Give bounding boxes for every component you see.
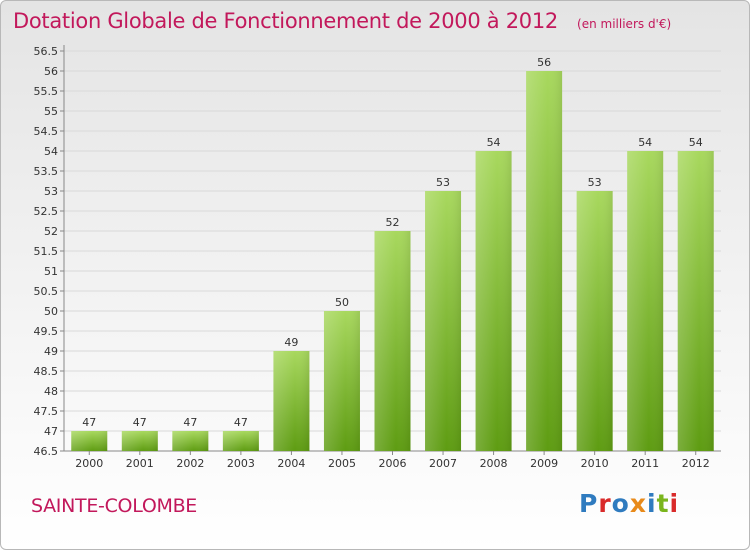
data-label: 47 bbox=[133, 416, 147, 429]
data-label: 54 bbox=[638, 136, 652, 149]
y-tick-label: 49 bbox=[44, 345, 58, 358]
bar-shading bbox=[172, 431, 209, 451]
y-tick-label: 48 bbox=[44, 385, 58, 398]
x-tick-label: 2011 bbox=[631, 457, 659, 470]
y-tick-label: 55.5 bbox=[34, 85, 59, 98]
x-tick-label: 2000 bbox=[75, 457, 103, 470]
x-tick-label: 2003 bbox=[227, 457, 255, 470]
data-label: 47 bbox=[82, 416, 96, 429]
bar-shading bbox=[374, 231, 411, 451]
bar-shading bbox=[627, 151, 664, 451]
x-tick-label: 2012 bbox=[682, 457, 710, 470]
data-label: 47 bbox=[234, 416, 248, 429]
x-tick-label: 2009 bbox=[530, 457, 558, 470]
chart-title: Dotation Globale de Fonctionnement de 20… bbox=[13, 9, 558, 33]
logo-letter: t bbox=[656, 489, 670, 518]
logo-letter: P bbox=[579, 489, 599, 518]
logo-letter: i bbox=[647, 489, 657, 518]
y-tick-label: 56 bbox=[44, 65, 58, 78]
data-label: 52 bbox=[386, 216, 400, 229]
bars bbox=[71, 71, 714, 451]
chart-subtitle: (en milliers d'€) bbox=[577, 17, 672, 31]
bar-shading bbox=[677, 151, 714, 451]
proxiti-logo[interactable]: Proxiti bbox=[579, 489, 679, 518]
x-tick-labels: 2000 2001 2002 2003 2004 2005 2006 2007 2008 2009… bbox=[75, 451, 710, 470]
data-label: 54 bbox=[689, 136, 703, 149]
y-tick-label: 47.5 bbox=[34, 405, 59, 418]
data-labels: 47 47 47 47 49 50 52 53 54 56 53 54 54 bbox=[82, 56, 702, 429]
title-block: Dotation Globale de Fonctionnement de 20… bbox=[13, 9, 671, 33]
logo-letter: r bbox=[598, 489, 612, 518]
bar-shading bbox=[425, 191, 462, 451]
x-tick-label: 2006 bbox=[379, 457, 407, 470]
x-tick-label: 2008 bbox=[480, 457, 508, 470]
y-tick-label: 50 bbox=[44, 305, 58, 318]
data-label: 54 bbox=[487, 136, 501, 149]
bar-shading bbox=[526, 71, 563, 451]
x-tick-label: 2001 bbox=[126, 457, 154, 470]
data-label: 56 bbox=[537, 56, 551, 69]
bar-shading bbox=[121, 431, 158, 451]
y-tick-label: 51 bbox=[44, 265, 58, 278]
x-tick-label: 2004 bbox=[277, 457, 305, 470]
y-tick-label: 51.5 bbox=[34, 245, 59, 258]
x-tick-label: 2005 bbox=[328, 457, 356, 470]
y-tick-label: 55 bbox=[44, 105, 58, 118]
x-tick-label: 2007 bbox=[429, 457, 457, 470]
y-tick-label: 49.5 bbox=[34, 325, 59, 338]
bar-shading bbox=[576, 191, 613, 451]
x-tick-label: 2002 bbox=[176, 457, 204, 470]
y-tick-label: 56.5 bbox=[34, 45, 59, 58]
logo-letter: i bbox=[669, 489, 680, 518]
logo-letter: x bbox=[629, 489, 647, 518]
commune-name: SAINTE-COLOMBE bbox=[31, 495, 198, 517]
bar-shading bbox=[273, 351, 310, 451]
bar-shading bbox=[475, 151, 512, 451]
y-tick-label: 52.5 bbox=[34, 205, 59, 218]
data-label: 50 bbox=[335, 296, 349, 309]
data-label: 53 bbox=[588, 176, 602, 189]
y-tick-label: 54 bbox=[44, 145, 58, 158]
y-tick-label: 47 bbox=[44, 425, 58, 438]
y-tick-label: 48.5 bbox=[34, 365, 59, 378]
logo-letter: o bbox=[611, 489, 630, 518]
bar-shading bbox=[323, 311, 360, 451]
y-tick-label: 52 bbox=[44, 225, 58, 238]
data-label: 49 bbox=[284, 336, 298, 349]
bar-shading bbox=[71, 431, 108, 451]
y-tick-label: 50.5 bbox=[34, 285, 59, 298]
y-tick-label: 54.5 bbox=[34, 125, 59, 138]
data-label: 47 bbox=[183, 416, 197, 429]
y-tick-label: 46.5 bbox=[34, 445, 59, 458]
bar-shading bbox=[222, 431, 259, 451]
y-tick-label: 53 bbox=[44, 185, 58, 198]
data-label: 53 bbox=[436, 176, 450, 189]
y-tick-labels: 46.5 47 47.5 48 48.5 49 49.5 50 50.5 51 51.5 52 52.5… bbox=[34, 45, 59, 458]
y-tick-label: 53.5 bbox=[34, 165, 59, 178]
x-tick-label: 2010 bbox=[581, 457, 609, 470]
